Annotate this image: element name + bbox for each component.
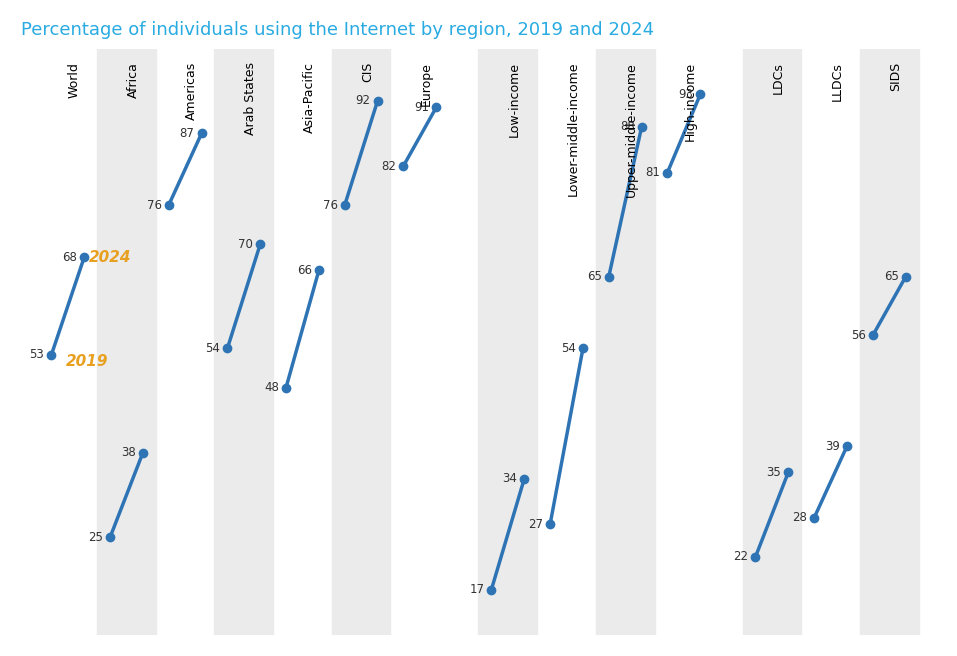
Bar [596,49,655,635]
Text: 70: 70 [238,237,254,251]
Text: 27: 27 [528,518,543,531]
Text: World: World [68,62,80,98]
Text: 93: 93 [679,88,693,101]
Text: 28: 28 [792,512,807,524]
Text: 25: 25 [88,531,103,544]
Text: Africa: Africa [126,62,140,98]
Text: 39: 39 [825,440,840,453]
Bar [332,49,390,635]
Text: 34: 34 [502,472,517,485]
Text: 53: 53 [30,348,44,361]
Text: 38: 38 [122,446,136,459]
Text: 2019: 2019 [66,354,108,369]
Text: High-income: High-income [684,62,697,141]
Text: 91: 91 [414,101,429,114]
Text: 2024: 2024 [89,250,131,265]
Text: Arab States: Arab States [244,62,256,134]
Text: 82: 82 [382,159,396,173]
Text: Percentage of individuals using the Internet by region, 2019 and 2024: Percentage of individuals using the Inte… [21,21,654,39]
Text: 35: 35 [767,466,781,479]
Text: 81: 81 [646,166,660,179]
Bar [743,49,801,635]
Text: 76: 76 [146,199,162,212]
Text: 68: 68 [62,251,78,264]
Text: LDCs: LDCs [772,62,785,94]
Text: Low-income: Low-income [508,62,521,136]
Text: 48: 48 [264,381,279,394]
Text: 88: 88 [620,121,634,133]
Text: 65: 65 [883,270,899,283]
Text: 17: 17 [469,583,484,596]
Text: Americas: Americas [185,62,198,120]
Text: 54: 54 [206,342,220,355]
Text: 22: 22 [733,550,748,564]
Text: 92: 92 [356,94,370,108]
Bar [97,49,156,635]
Bar [860,49,919,635]
Text: Upper-middle-income: Upper-middle-income [625,62,638,197]
Text: Europe: Europe [420,62,433,106]
Text: Lower-middle-income: Lower-middle-income [567,62,580,196]
Text: 54: 54 [561,342,576,355]
Text: Asia-Pacific: Asia-Pacific [302,62,316,133]
Text: 76: 76 [323,199,338,212]
Text: 56: 56 [851,329,866,342]
Bar [214,49,273,635]
Text: SIDS: SIDS [889,62,902,91]
Text: CIS: CIS [361,62,374,82]
Text: 87: 87 [180,127,194,140]
Text: 66: 66 [297,264,312,277]
Text: 65: 65 [587,270,602,283]
Bar [478,49,537,635]
Text: LLDCs: LLDCs [831,62,843,100]
